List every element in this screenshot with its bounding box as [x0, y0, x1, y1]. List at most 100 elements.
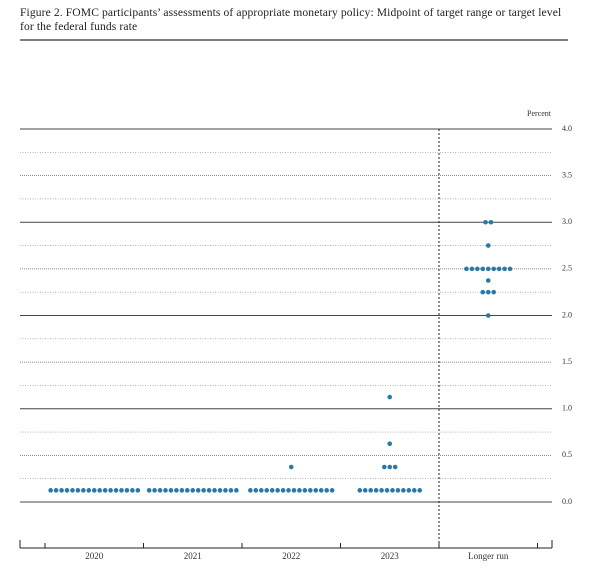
dot: [275, 488, 280, 493]
dot: [480, 266, 486, 272]
dot: [102, 488, 108, 493]
dot: [329, 488, 335, 493]
dot: [496, 266, 502, 272]
dot: [217, 488, 223, 493]
dot: [97, 488, 102, 493]
dot: [174, 488, 179, 493]
dot: [469, 266, 475, 272]
dot: [195, 488, 201, 493]
chart-title: Figure 2. FOMC participants’ assessments…: [20, 6, 562, 33]
dot: [212, 488, 217, 493]
dot: [113, 488, 119, 493]
dot: [248, 488, 253, 493]
dot: [146, 488, 152, 493]
dot: [308, 488, 313, 493]
y-axis-label: Percent: [527, 109, 552, 118]
dot: [488, 219, 494, 225]
y-tick-label: 2.5: [562, 264, 572, 273]
dot: [491, 289, 497, 295]
dot: [368, 488, 373, 493]
dot: [392, 464, 398, 470]
dot: [108, 488, 113, 493]
dot: [168, 488, 174, 493]
y-tick-label: 0.0: [562, 497, 572, 506]
dot: [475, 266, 480, 272]
dot: [190, 488, 196, 493]
dot: [119, 488, 124, 493]
dot: [417, 488, 423, 493]
x-tick-label: 2022: [282, 551, 300, 561]
dot: [201, 488, 206, 493]
dot: [485, 266, 491, 272]
dot: [70, 488, 75, 493]
dot: [480, 289, 486, 295]
dot: [485, 278, 491, 283]
y-tick-label: 3.5: [562, 170, 572, 179]
dot: [411, 488, 417, 493]
dot: [253, 488, 259, 493]
dot: [124, 488, 130, 493]
dot: [157, 488, 163, 493]
dot: [387, 394, 393, 400]
dot: [81, 488, 86, 493]
dot: [502, 266, 507, 272]
dot: [324, 488, 329, 493]
dot: [302, 488, 308, 493]
dot: [64, 488, 70, 493]
dot: [130, 488, 135, 493]
y-tick-label: 0.5: [562, 450, 572, 459]
x-tick-label: 2023: [381, 551, 400, 561]
y-tick-label: 3.0: [562, 217, 572, 226]
dot: [228, 488, 234, 493]
x-tick-label: 2021: [184, 551, 202, 561]
dot: [387, 441, 393, 447]
y-tick-label: 2.0: [562, 310, 572, 319]
dot: [179, 488, 185, 493]
dot: [91, 488, 97, 493]
dot: [53, 488, 59, 493]
dot: [406, 488, 412, 493]
dot: [483, 219, 488, 225]
dot: [297, 488, 302, 493]
dot: [401, 488, 406, 493]
dot: [313, 488, 319, 493]
dot: [362, 488, 368, 493]
dot: [75, 488, 81, 493]
dot: [280, 488, 286, 493]
dot: [269, 488, 275, 493]
dot: [223, 488, 228, 493]
y-tick-label: 4.0: [562, 124, 572, 133]
dot: [48, 488, 53, 493]
dot: [485, 289, 491, 295]
dot: [464, 266, 469, 272]
x-tick-label: Longer run: [468, 551, 509, 561]
dot: [507, 266, 513, 272]
dot: [286, 488, 291, 493]
dot: [288, 464, 294, 470]
dot: [387, 464, 393, 470]
dot: [163, 488, 168, 493]
dot: [357, 488, 363, 493]
dot: [234, 488, 239, 493]
dot: [152, 488, 157, 493]
dot: [258, 488, 264, 493]
dot: [264, 488, 270, 493]
y-tick-label: 1.5: [562, 357, 572, 366]
dot: [390, 488, 395, 493]
dot: [206, 488, 212, 493]
dot: [491, 266, 497, 272]
dot: [379, 488, 384, 493]
dot: [185, 488, 190, 493]
dot: [382, 464, 387, 470]
dot: [485, 243, 491, 248]
dot: [384, 488, 390, 493]
dot: [485, 313, 491, 318]
dot: [135, 488, 141, 493]
dot: [373, 488, 379, 493]
dot: [395, 488, 401, 493]
dot: [318, 488, 324, 493]
x-tick-label: 2020: [85, 551, 104, 561]
dot: [291, 488, 297, 493]
